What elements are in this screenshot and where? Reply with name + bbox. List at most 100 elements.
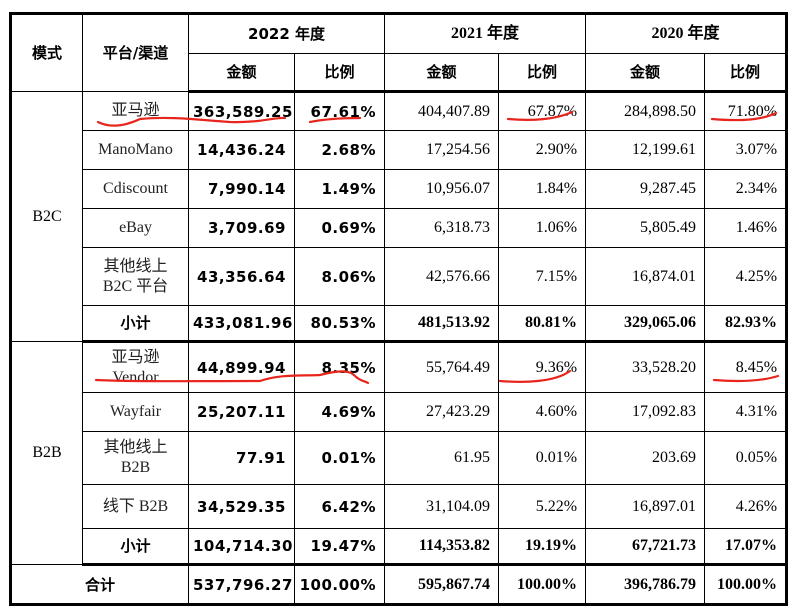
- platform-cell: 其他线上 B2C 平台: [82, 247, 189, 306]
- ratio-cell: 6.42%: [293, 484, 386, 529]
- header-mode: 模式: [9, 12, 83, 92]
- table-row: B2B 亚马逊 Vendor 44,899.94 8.35% 55,764.49 9.36…: [9, 341, 789, 565]
- amount-cell: 396,786.79: [585, 564, 706, 606]
- amount-cell: 14,436.24: [188, 130, 295, 170]
- amount-cell: 104,714.30: [188, 528, 295, 566]
- ratio-cell: 8.35%: [293, 341, 386, 393]
- amount-cell: 16,897.01: [585, 484, 706, 529]
- amount-cell: 55,764.49: [384, 341, 500, 393]
- amount-cell: 43,356.64: [188, 247, 295, 306]
- revenue-by-channel-table: 模式 平台/渠道 2022 年度 2021 年度 2020 年度 金额 比例 金…: [9, 12, 789, 606]
- amount-cell: 114,353.82: [384, 528, 500, 566]
- table-row: eBay 3,709.69 0.69% 6,318.73 1.06% 5,805.49 1.…: [11, 208, 789, 248]
- ratio-cell: 67.61%: [293, 91, 386, 131]
- amount-cell: 12,199.61: [585, 130, 706, 170]
- amount-cell: 595,867.74: [384, 564, 500, 606]
- amount-cell: 7,990.14: [188, 169, 295, 209]
- header-ratio: 比例: [498, 53, 587, 93]
- platform-cell: 亚马逊: [82, 91, 189, 131]
- total-row: 合计 537,796.27 100.00% 595,867.74 100.00% 396,…: [9, 564, 789, 606]
- amount-cell: 33,528.20: [585, 341, 706, 393]
- amount-cell: 5,805.49: [585, 208, 706, 248]
- mode-cell: B2B: [9, 341, 83, 565]
- platform-cell: 其他线上 B2B: [82, 431, 189, 485]
- table-row: 线下 B2B 34,529.35 6.42% 31,104.09 5.22% 16,897…: [11, 484, 789, 529]
- amount-cell: 34,529.35: [188, 484, 295, 529]
- header-year-2021: 2021 年度: [384, 12, 587, 54]
- amount-cell: 16,874.01: [585, 247, 706, 306]
- amount-cell: 77.91: [188, 431, 295, 485]
- table-row: 小计 104,714.30 19.47% 114,353.82 19.19% 67,721…: [11, 528, 789, 566]
- amount-cell: 17,092.83: [585, 392, 706, 432]
- ratio-cell: 1.49%: [293, 169, 386, 209]
- ratio-cell: 7.15%: [498, 247, 587, 306]
- ratio-cell: 9.36%: [498, 341, 587, 393]
- table-row: 其他线上 B2B 77.91 0.01% 61.95 0.01% 203.69 0.05%: [11, 431, 789, 485]
- header-year-2022: 2022 年度: [187, 12, 386, 54]
- platform-cell: ManoMano: [82, 130, 189, 170]
- ratio-cell: 67.87%: [498, 91, 587, 131]
- ratio-cell: 4.26%: [704, 484, 789, 529]
- header-ratio: 比例: [293, 53, 386, 93]
- ratio-cell: 3.07%: [704, 130, 789, 170]
- ratio-cell: 5.22%: [498, 484, 587, 529]
- amount-cell: 27,423.29: [384, 392, 500, 432]
- amount-cell: 3,709.69: [188, 208, 295, 248]
- platform-cell: 小计: [82, 305, 189, 343]
- amount-cell: 404,407.89: [384, 91, 500, 131]
- ratio-cell: 100.00%: [704, 564, 789, 606]
- ratio-cell: 8.06%: [293, 247, 386, 306]
- table-row: ManoMano 14,436.24 2.68% 17,254.56 2.90% 12,1…: [11, 130, 789, 170]
- amount-cell: 363,589.25: [188, 91, 295, 131]
- table-row: B2C 亚马逊 363,589.25 67.61% 404,407.89 67.87% 28…: [9, 91, 789, 342]
- amount-cell: 537,796.27: [188, 564, 295, 606]
- amount-cell: 284,898.50: [585, 91, 706, 131]
- ratio-cell: 2.68%: [293, 130, 386, 170]
- amount-cell: 9,287.45: [585, 169, 706, 209]
- header-platform: 平台/渠道: [82, 12, 189, 92]
- ratio-cell: 0.69%: [293, 208, 386, 248]
- header-amount: 金额: [585, 53, 706, 93]
- amount-cell: 6,318.73: [384, 208, 500, 248]
- header-year-2020: 2020 年度: [585, 12, 789, 54]
- header-ratio: 比例: [704, 53, 789, 93]
- platform-cell: Cdiscount: [82, 169, 189, 209]
- ratio-cell: 4.69%: [293, 392, 386, 432]
- ratio-cell: 1.46%: [704, 208, 789, 248]
- ratio-cell: 19.19%: [498, 528, 587, 566]
- ratio-cell: 1.84%: [498, 169, 587, 209]
- platform-cell: 小计: [82, 528, 189, 566]
- amount-cell: 42,576.66: [384, 247, 500, 306]
- ratio-cell: 82.93%: [704, 305, 789, 343]
- mode-cell: B2C: [9, 91, 83, 342]
- table-row: Wayfair 25,207.11 4.69% 27,423.29 4.60% 17,09…: [11, 392, 789, 432]
- amount-cell: 44,899.94: [188, 341, 295, 393]
- header-amount: 金额: [384, 53, 500, 93]
- platform-cell: 线下 B2B: [82, 484, 189, 529]
- ratio-cell: 0.01%: [498, 431, 587, 485]
- ratio-cell: 100.00%: [293, 564, 386, 606]
- ratio-cell: 0.05%: [704, 431, 789, 485]
- header-amount: 金额: [188, 53, 295, 93]
- amount-cell: 203.69: [585, 431, 706, 485]
- amount-cell: 31,104.09: [384, 484, 500, 529]
- ratio-cell: 4.25%: [704, 247, 789, 306]
- ratio-cell: 19.47%: [293, 528, 386, 566]
- total-label: 合计: [9, 564, 189, 606]
- ratio-cell: 71.80%: [704, 91, 789, 131]
- amount-cell: 17,254.56: [384, 130, 500, 170]
- amount-cell: 10,956.07: [384, 169, 500, 209]
- ratio-cell: 80.53%: [293, 305, 386, 343]
- ratio-cell: 17.07%: [704, 528, 789, 566]
- ratio-cell: 80.81%: [498, 305, 587, 343]
- ratio-cell: 1.06%: [498, 208, 587, 248]
- amount-cell: 67,721.73: [585, 528, 706, 566]
- table-row: 小计 433,081.96 80.53% 481,513.92 80.81% 329,06…: [11, 305, 789, 343]
- amount-cell: 433,081.96: [188, 305, 295, 343]
- amount-cell: 481,513.92: [384, 305, 500, 343]
- table-row: Cdiscount 7,990.14 1.49% 10,956.07 1.84% 9,28…: [11, 169, 789, 209]
- table-row: 其他线上 B2C 平台 43,356.64 8.06% 42,576.66 7.15% 1…: [11, 247, 789, 306]
- platform-cell: eBay: [82, 208, 189, 248]
- ratio-cell: 4.60%: [498, 392, 587, 432]
- amount-cell: 329,065.06: [585, 305, 706, 343]
